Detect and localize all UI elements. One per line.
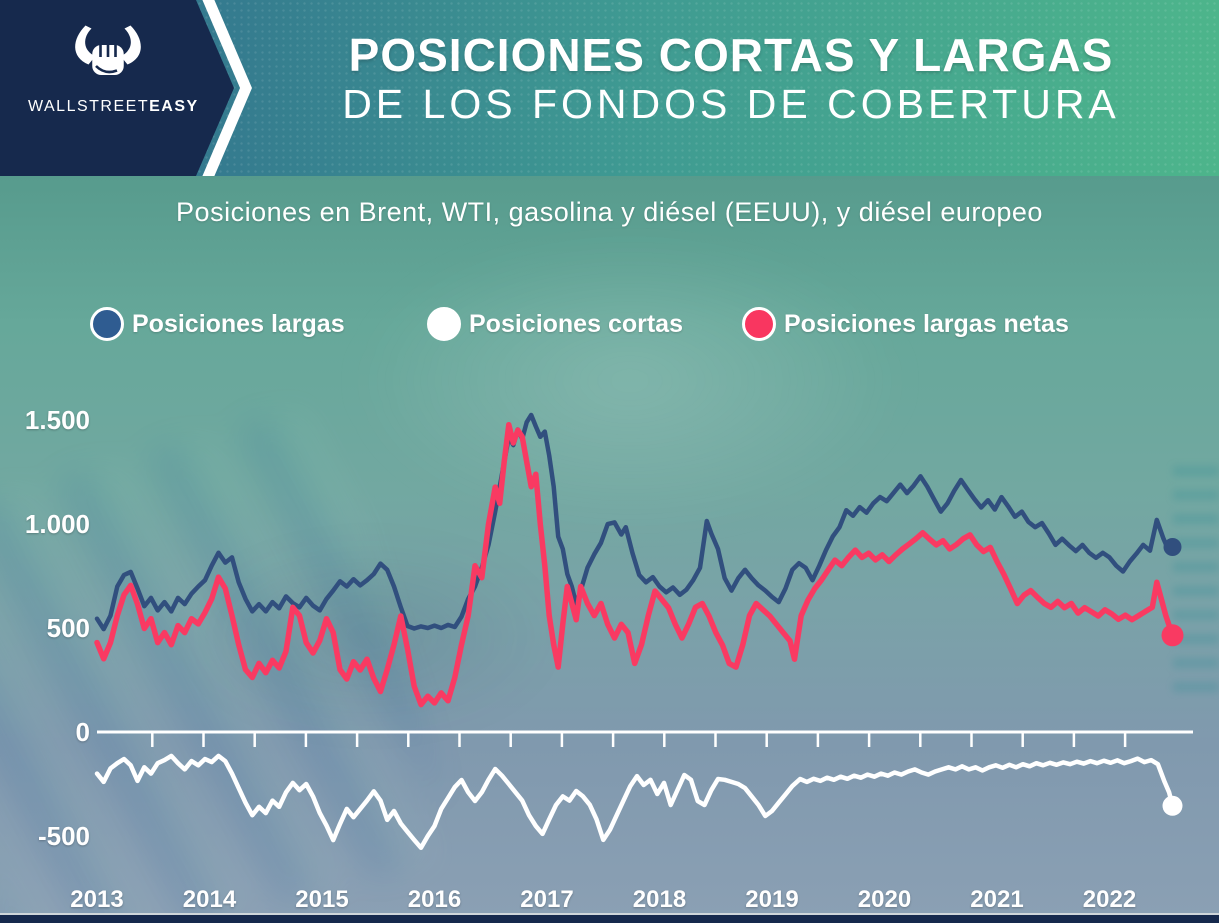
chart-subtitle: Posiciones en Brent, WTI, gasolina y dié… (176, 197, 1043, 227)
header-banner: WALLSTREETEASY POSICIONES CORTAS Y LARGA… (0, 0, 1219, 176)
legend-item-netas: Posiciones largas netas (742, 304, 1069, 344)
page-title: POSICIONES CORTAS Y LARGAS DE LOS FONDOS… (255, 30, 1207, 128)
x-axis-label: 2016 (407, 886, 462, 913)
background-decoration-shade (120, 506, 620, 766)
brand-name-regular: WALLSTREET (28, 98, 150, 115)
x-axis-label: 2021 (970, 886, 1024, 913)
brand-name: WALLSTREETEASY (28, 98, 197, 116)
legend-item-largas: Posiciones largas (90, 304, 345, 344)
legend-label-cortas: Posiciones cortas (469, 309, 683, 338)
x-axis-label: 2018 (632, 886, 687, 913)
footer-bar (0, 915, 1219, 923)
legend-dot-largas (90, 307, 124, 341)
y-axis-label: 500 (46, 613, 90, 644)
legend-label-largas: Posiciones largas (132, 309, 345, 338)
background-decoration-stripes (1173, 466, 1219, 706)
x-axis-label: 2019 (745, 886, 799, 913)
y-axis-label: 1.500 (24, 405, 90, 436)
legend-dot-cortas (427, 307, 461, 341)
title-line-1: POSICIONES CORTAS Y LARGAS (348, 29, 1114, 81)
brand-logo: WALLSTREETEASY (28, 24, 197, 116)
y-axis-label: -500 (37, 820, 90, 851)
brand-name-bold: EASY (149, 98, 199, 115)
bull-fist-icon (75, 25, 141, 75)
title-line-2: DE LOS FONDOS DE COBERTURA (342, 80, 1120, 127)
chart-legend: Posiciones largas Posiciones cortas Posi… (0, 304, 1219, 344)
x-axis-label: 2014 (182, 886, 237, 913)
legend-item-cortas: Posiciones cortas (427, 304, 683, 344)
x-axis-label: 2015 (295, 886, 349, 913)
y-axis-label: 1.000 (24, 509, 90, 540)
x-axis-label: 2017 (520, 886, 574, 913)
x-axis-label: 2020 (857, 886, 912, 913)
legend-label-netas: Posiciones largas netas (784, 309, 1069, 338)
chart-background (0, 176, 1219, 923)
legend-dot-netas (742, 307, 776, 341)
x-axis-label: 2022 (1082, 886, 1137, 913)
footer-separator (0, 913, 1219, 915)
brand-chevron (0, 0, 252, 176)
x-axis-label: 2013 (70, 886, 124, 913)
y-axis-label: 0 (75, 717, 90, 747)
